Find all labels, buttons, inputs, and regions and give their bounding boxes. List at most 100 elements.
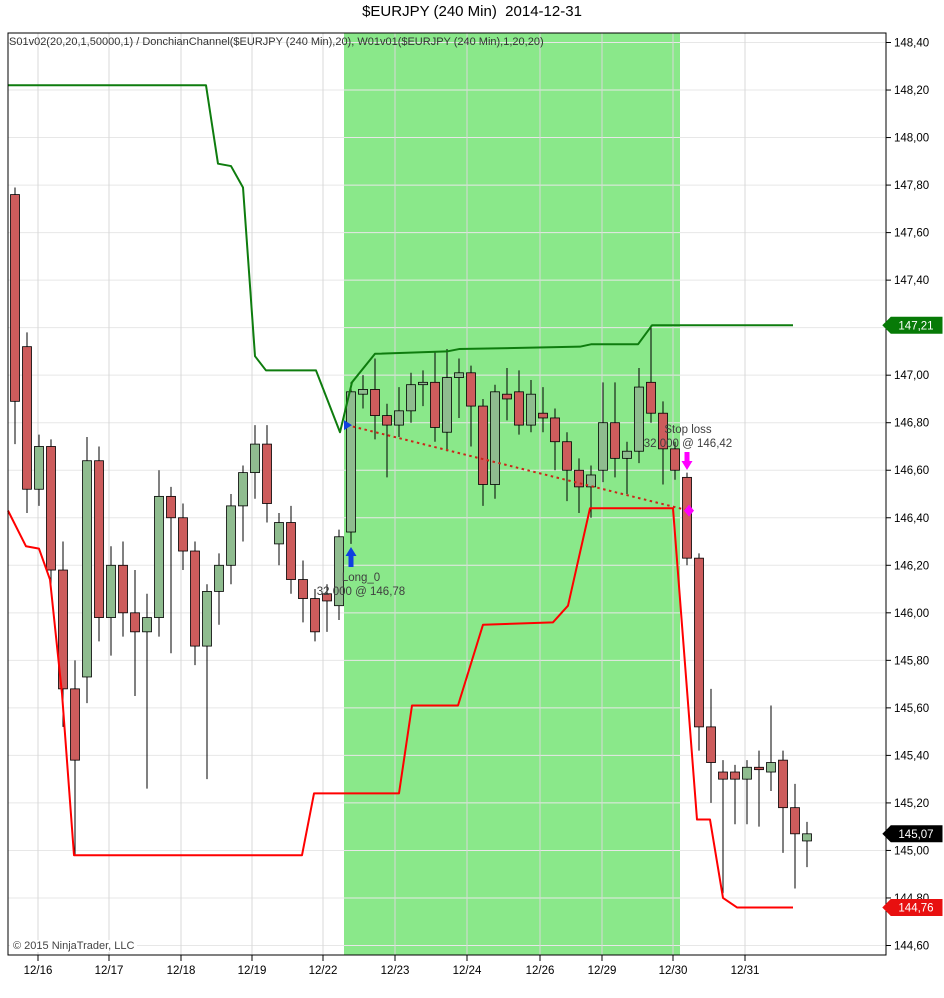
candle-body: [10, 194, 20, 402]
stop-loss-arrow-icon: [681, 452, 693, 470]
candle-body: [22, 346, 32, 490]
candle-body: [598, 422, 608, 471]
y-axis-label[interactable]: 148,00: [894, 133, 929, 145]
y-axis-label[interactable]: 145,20: [894, 798, 929, 810]
long-entry-label: Long_0: [342, 572, 380, 584]
y-axis-label[interactable]: 145,60: [894, 703, 929, 715]
candle-body: [634, 386, 644, 452]
y-axis-label[interactable]: 147,60: [894, 228, 929, 240]
candle-body: [118, 564, 128, 614]
x-axis-label[interactable]: 12/23: [381, 965, 410, 977]
y-axis-label[interactable]: 146,20: [894, 560, 929, 572]
indicator-label: S01v02(20,20,1,50000,1) / DonchianChanne…: [9, 36, 544, 48]
candle-body: [178, 517, 188, 552]
candle-body: [718, 771, 728, 780]
candle-body: [574, 469, 584, 488]
candle-body: [82, 460, 92, 678]
candle-body: [298, 579, 308, 599]
y-axis-label[interactable]: 144,60: [894, 940, 929, 952]
x-axis-label[interactable]: 12/24: [453, 965, 482, 977]
candle-body: [46, 446, 56, 571]
price-tag-label: 147,21: [898, 320, 933, 332]
lower-channel-line: [7, 507, 793, 909]
candle-body: [130, 612, 140, 633]
candle-body: [562, 441, 572, 471]
x-axis-label[interactable]: 12/22: [309, 965, 338, 977]
candle-body: [406, 384, 416, 412]
y-axis-label[interactable]: 148,20: [894, 85, 929, 97]
candle-body: [658, 412, 668, 450]
price-tag: [882, 316, 943, 334]
long-entry-arrow-icon: [345, 547, 357, 567]
candle-body: [502, 393, 512, 400]
candle-body: [766, 762, 776, 773]
x-axis-label[interactable]: 12/19: [238, 965, 267, 977]
upper-channel-line: [8, 84, 793, 434]
candle-body: [34, 446, 44, 490]
candle-body: [58, 569, 68, 690]
price-tag: [882, 825, 943, 843]
candle-body: [142, 617, 152, 633]
candle-body: [226, 505, 236, 566]
candle-body: [238, 472, 248, 507]
candle-body: [262, 443, 272, 504]
candle-body: [478, 405, 488, 485]
x-axis-label[interactable]: 12/26: [526, 965, 555, 977]
trade-highlight-region: [344, 33, 680, 955]
candle-body: [694, 557, 704, 728]
y-axis-label[interactable]: 145,80: [894, 655, 929, 667]
candle-body: [754, 766, 764, 771]
x-axis-label[interactable]: 12/31: [731, 965, 760, 977]
candle-body: [214, 564, 224, 592]
stop-loss-label: 32 000 @ 146,42: [644, 438, 732, 450]
candle-body: [250, 443, 260, 474]
x-axis-label[interactable]: 12/17: [95, 965, 124, 977]
candle-body: [358, 389, 368, 395]
candle-body: [514, 391, 524, 426]
candle-body: [334, 536, 344, 607]
candle-body: [94, 460, 104, 618]
y-axis-label[interactable]: 146,00: [894, 608, 929, 620]
candle-body: [790, 807, 800, 835]
price-tag-label: 145,07: [898, 829, 933, 841]
y-axis-label[interactable]: 147,40: [894, 275, 929, 287]
candle-body: [286, 522, 296, 580]
y-axis-label[interactable]: 147,00: [894, 370, 929, 382]
candle-body: [778, 759, 788, 809]
candle-body: [454, 372, 464, 378]
x-axis-label[interactable]: 12/16: [24, 965, 53, 977]
y-axis-label[interactable]: 145,00: [894, 845, 929, 857]
x-axis-label[interactable]: 12/29: [588, 965, 617, 977]
price-tag: [882, 898, 943, 916]
y-axis-label[interactable]: 148,40: [894, 38, 929, 50]
x-axis-label[interactable]: 12/30: [659, 965, 688, 977]
candle-body: [646, 381, 656, 414]
y-axis-label[interactable]: 147,80: [894, 180, 929, 192]
candle-body: [802, 833, 812, 842]
candle-body: [490, 391, 500, 485]
candle-body: [526, 393, 536, 426]
candle-body: [346, 391, 356, 533]
y-axis-label[interactable]: 146,60: [894, 465, 929, 477]
candle-body: [586, 474, 596, 488]
y-axis-label[interactable]: 146,40: [894, 513, 929, 525]
candle-body: [622, 450, 632, 459]
stop-loss-label: Stop loss: [664, 424, 712, 436]
candle-body: [418, 381, 428, 386]
candle-body: [730, 771, 740, 780]
candle-body: [310, 598, 320, 633]
candle-body: [670, 448, 680, 471]
y-axis-label[interactable]: 145,40: [894, 750, 929, 762]
trade-connector-line: [346, 424, 690, 512]
candle-body: [742, 766, 752, 780]
candle-body: [106, 564, 116, 618]
candle-body: [70, 688, 80, 761]
y-axis-label[interactable]: 146,80: [894, 418, 929, 430]
candle-body: [466, 372, 476, 407]
candle-body: [706, 726, 716, 763]
candle-body: [322, 593, 332, 602]
candle-body: [154, 495, 164, 618]
candle-body: [370, 389, 380, 416]
x-axis-label[interactable]: 12/18: [167, 965, 196, 977]
